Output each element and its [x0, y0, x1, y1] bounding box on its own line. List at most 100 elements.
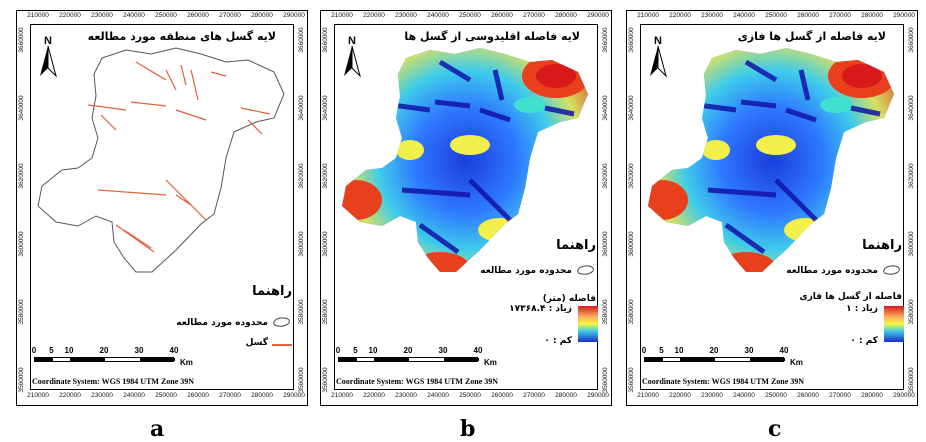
- north-label: N: [348, 35, 356, 47]
- x-tick-label: 220000: [669, 392, 691, 399]
- scale-number: 10: [64, 346, 74, 355]
- x-tick-label: 280000: [251, 12, 273, 19]
- x-tick-label: 210000: [637, 392, 659, 399]
- x-tick-label: 210000: [637, 12, 659, 19]
- study-area-map: [37, 47, 285, 273]
- scale-number: 5: [353, 346, 358, 355]
- scale-number: 20: [99, 346, 109, 355]
- panel-b: 210000 220000 230000 240000 250000 260000 2700…: [320, 10, 612, 442]
- legend-high: زیاد : ۱۷۳۶۸.۴: [509, 304, 572, 314]
- legend-fault: گسل: [245, 338, 268, 348]
- x-tick-label: 270000: [829, 392, 851, 399]
- scale-number: 40: [169, 346, 179, 355]
- panel-a: 210000 220000 230000 240000 250000 260000 2700…: [16, 10, 308, 442]
- x-tick-label: 230000: [701, 12, 723, 19]
- legend-fuzzy-distance: فاصله از گسل ها فازی: [799, 292, 902, 302]
- legend-high: زیاد : ۱: [846, 304, 878, 314]
- x-tick-label: 290000: [893, 12, 915, 19]
- x-tick-label: 290000: [587, 12, 609, 19]
- scale-number: 5: [49, 346, 54, 355]
- x-tick-label: 240000: [427, 392, 449, 399]
- scale-number: 30: [134, 346, 144, 355]
- fault-lines: [87, 61, 271, 253]
- scale-number: 0: [31, 346, 37, 355]
- scale-number: 10: [674, 346, 684, 355]
- color-ramp: [578, 306, 598, 342]
- scale-number: 0: [335, 346, 341, 355]
- map-title: لایه فاصله اقلیدوسی از گسل ها: [404, 30, 580, 43]
- scale-unit: Km: [180, 358, 193, 367]
- y-tick-label: 3560000: [322, 367, 329, 393]
- north-label: N: [654, 35, 662, 47]
- legend-title: راهنما: [862, 238, 902, 253]
- x-tick-label: 240000: [733, 12, 755, 19]
- x-tick-label: 270000: [829, 12, 851, 19]
- fault-legend-swatch: [272, 344, 292, 346]
- y-tick-label: 3560000: [602, 367, 609, 393]
- x-tick-label: 220000: [363, 12, 385, 19]
- y-tick-label: 3560000: [18, 367, 25, 393]
- x-ticks-top: 210000 220000 230000 240000 250000 260000 2700…: [626, 12, 918, 22]
- x-tick-label: 240000: [123, 392, 145, 399]
- coordinate-system: Coordinate System: WGS 1984 UTM Zone 39N: [32, 377, 195, 386]
- x-tick-label: 230000: [91, 12, 113, 19]
- x-tick-label: 280000: [251, 392, 273, 399]
- panel-label: a: [150, 416, 165, 442]
- x-tick-label: 280000: [555, 12, 577, 19]
- x-tick-label: 240000: [123, 12, 145, 19]
- y-tick-label: 3560000: [298, 367, 305, 393]
- legend-low: کم : ۰: [850, 336, 878, 346]
- x-tick-label: 220000: [363, 392, 385, 399]
- scale-number: 40: [473, 346, 483, 355]
- x-tick-label: 230000: [395, 12, 417, 19]
- map-inner-frame: [334, 24, 598, 390]
- panel-label: c: [768, 416, 782, 442]
- north-arrow-icon: N: [650, 35, 667, 78]
- scale-numbers: 0 5 10 20 30 40: [336, 346, 496, 356]
- x-ticks-bottom: 210000 220000 230000 240000 250000 260000 2700…: [626, 392, 918, 402]
- x-tick-label: 260000: [491, 12, 513, 19]
- x-tick-label: 220000: [669, 12, 691, 19]
- x-tick-label: 290000: [283, 12, 305, 19]
- scale-bar: 0 5 10 20 30 40 Km: [336, 346, 497, 376]
- x-ticks-bottom: 210000 220000 230000 240000 250000 260000 2700…: [16, 392, 308, 402]
- scale-number: 10: [368, 346, 378, 355]
- scale-number: 20: [709, 346, 719, 355]
- panel-label: b: [460, 416, 476, 442]
- x-tick-label: 210000: [27, 392, 49, 399]
- x-tick-label: 250000: [155, 12, 177, 19]
- x-tick-label: 250000: [459, 392, 481, 399]
- scale-number: 0: [641, 346, 647, 355]
- legend-title: راهنما: [556, 238, 596, 253]
- x-tick-label: 210000: [331, 12, 353, 19]
- legend-study-area: محدوده مورد مطالعه: [786, 266, 878, 276]
- study-area-legend-icon: [883, 265, 900, 275]
- map-title: لایه گسل های منطقه مورد مطالعه: [87, 30, 276, 43]
- north-label: N: [44, 35, 52, 47]
- map-inner-frame: [30, 24, 294, 390]
- north-arrow-icon: N: [40, 35, 57, 78]
- scale-number: 30: [438, 346, 448, 355]
- x-tick-label: 250000: [459, 12, 481, 19]
- x-tick-label: 270000: [219, 12, 241, 19]
- north-arrow-icon: N: [344, 35, 361, 78]
- scale-unit: Km: [484, 358, 497, 367]
- x-tick-label: 260000: [187, 12, 209, 19]
- legend-distance: فاصله (متر): [542, 294, 596, 304]
- x-ticks-top: 210000 220000 230000 240000 250000 260000 2700…: [320, 12, 612, 22]
- x-tick-label: 210000: [331, 392, 353, 399]
- panel-c: 210000 220000 230000 240000 250000 260000 2700…: [626, 10, 918, 442]
- study-area-legend-icon: [273, 317, 290, 327]
- x-tick-label: 220000: [59, 12, 81, 19]
- x-tick-label: 280000: [861, 12, 883, 19]
- x-tick-label: 220000: [59, 392, 81, 399]
- x-tick-label: 270000: [219, 392, 241, 399]
- x-tick-label: 260000: [797, 12, 819, 19]
- coordinate-system: Coordinate System: WGS 1984 UTM Zone 39N: [642, 377, 805, 386]
- x-tick-label: 290000: [587, 392, 609, 399]
- x-tick-label: 270000: [523, 392, 545, 399]
- x-tick-label: 290000: [283, 392, 305, 399]
- legend-title: راهنما: [252, 284, 292, 299]
- x-tick-label: 250000: [765, 12, 787, 19]
- x-tick-label: 280000: [555, 392, 577, 399]
